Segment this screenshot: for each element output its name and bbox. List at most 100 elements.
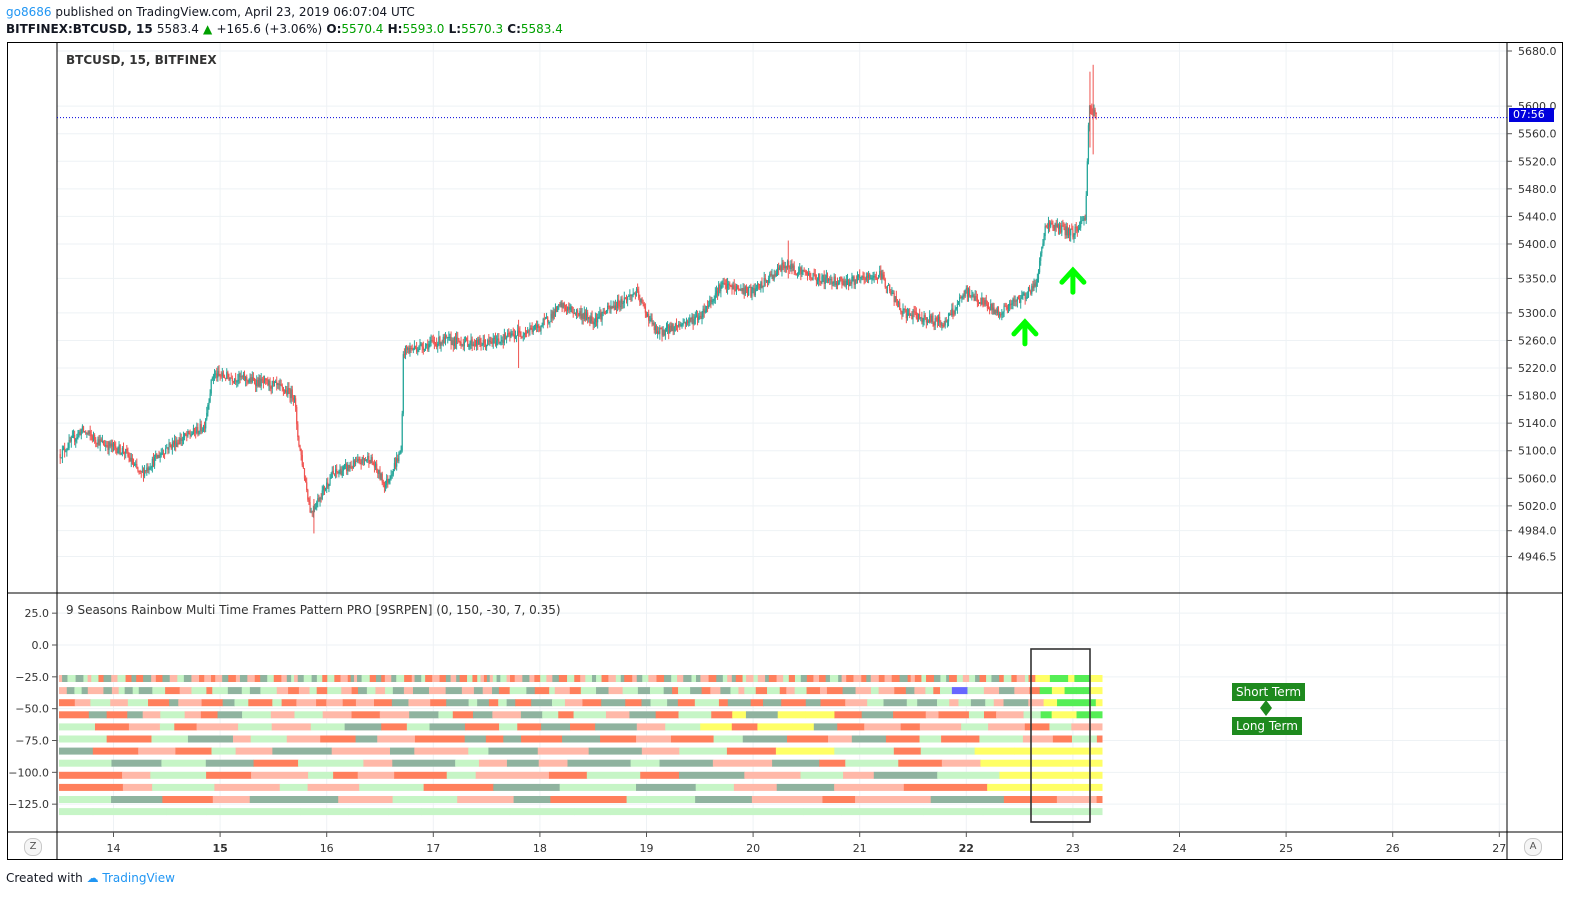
heatmap-cell (595, 723, 638, 731)
heatmap-cell (548, 771, 588, 779)
heatmap-cell (472, 675, 478, 682)
candle-body (242, 374, 245, 378)
candle-body (567, 307, 569, 311)
candle-body (589, 317, 591, 324)
heatmap-cell (178, 699, 203, 707)
heatmap-cell (626, 796, 696, 803)
candle-body (1060, 225, 1062, 233)
candle-body (348, 464, 350, 468)
heatmap-cell (128, 723, 161, 731)
candle-body (620, 298, 622, 308)
auto-scale-button[interactable]: A (1524, 838, 1542, 856)
heatmap-cell (488, 747, 539, 755)
tradingview-logo-icon: ☁ (86, 871, 99, 885)
candle-body (605, 311, 608, 314)
heatmap-cell (350, 675, 355, 682)
candle-body (317, 498, 319, 503)
candle-body (776, 267, 779, 274)
heatmap-cell (767, 687, 781, 695)
heatmap-cell (1035, 675, 1043, 682)
heatmap-cell (423, 783, 494, 791)
candle-body (256, 379, 258, 387)
candle-body (845, 280, 847, 286)
heatmap-cell (152, 783, 215, 791)
heatmap-cell (66, 687, 75, 695)
candle-body (639, 298, 641, 303)
candle-body (373, 464, 376, 468)
heatmap-cell (690, 687, 703, 695)
indicator-tick-label: −50.0 (15, 703, 49, 716)
heatmap-cell (404, 675, 413, 682)
candle-body (420, 343, 422, 345)
heatmap-cell (59, 783, 124, 791)
candle-body (361, 457, 363, 464)
candle-body (412, 348, 414, 350)
candle-body (1015, 300, 1017, 302)
heatmap-cell (396, 675, 405, 682)
candle-body (1027, 287, 1030, 297)
heatmap-cell (344, 723, 382, 731)
candle-body (617, 299, 619, 309)
candle-body (672, 324, 674, 332)
candle-body (416, 347, 418, 352)
candle-body (198, 431, 200, 434)
candle-body (711, 301, 713, 303)
heatmap-cell (379, 711, 410, 719)
heatmap-cell (625, 699, 642, 707)
chart-container[interactable]: 5680.0 5600.0 5560.0 5520.0 5480.0 5440.0 5400… (7, 42, 1563, 860)
zoom-button[interactable]: Z (24, 838, 42, 856)
candle-body (960, 297, 962, 299)
heatmap-cell (574, 675, 581, 682)
candle-body (466, 337, 468, 341)
candle-body (61, 449, 64, 458)
time-tick-label: 20 (746, 842, 760, 855)
heatmap-cell (298, 687, 310, 695)
candle-body (1043, 236, 1045, 244)
candle-body (207, 404, 209, 413)
heatmap-cell (820, 699, 846, 707)
heatmap-cell (713, 735, 744, 743)
heatmap-cell (151, 735, 189, 743)
candle-body (78, 431, 80, 434)
candle-body (196, 427, 198, 433)
heatmap-cell (620, 675, 625, 682)
candle-body (1082, 219, 1084, 221)
chart-svg[interactable]: 5680.05600.05560.05520.05480.05440.05400… (7, 42, 1563, 860)
candle-body (1019, 299, 1021, 303)
heatmap-cell (805, 699, 822, 707)
candle-body (651, 318, 653, 324)
candle-body (417, 350, 419, 352)
last-price: 5583.4 (156, 22, 199, 36)
candle-body (821, 276, 823, 284)
heatmap-cell (326, 699, 344, 707)
candle-body (173, 440, 176, 445)
candle-body (852, 276, 854, 278)
heatmap-cell (933, 675, 941, 682)
heatmap-cell (678, 687, 691, 695)
heatmap-cell (217, 711, 243, 719)
candle-body (512, 333, 514, 335)
author-link[interactable]: go8686 (6, 5, 52, 19)
heatmap-cell (820, 687, 828, 695)
heatmap-cell (903, 783, 988, 791)
candle-body (156, 454, 158, 459)
heatmap-cell (695, 675, 701, 682)
candle-body (519, 331, 521, 336)
candle-body (946, 321, 949, 323)
heatmap-cell (777, 711, 806, 719)
heatmap-cell (564, 699, 583, 707)
heatmap-cell (359, 783, 425, 791)
candle-body (756, 284, 759, 288)
candle-body (111, 443, 113, 447)
candle-body (328, 484, 330, 487)
candle-body (212, 376, 215, 378)
heatmap-cell (489, 675, 494, 682)
candle-body (780, 266, 782, 272)
heatmap-cell (408, 699, 431, 707)
candle-body (308, 499, 310, 503)
heatmap-cell (853, 675, 862, 682)
candle-body (383, 482, 386, 488)
candle-body (188, 431, 190, 434)
footer-brand[interactable]: TradingView (102, 871, 175, 885)
candle-body (977, 302, 980, 304)
